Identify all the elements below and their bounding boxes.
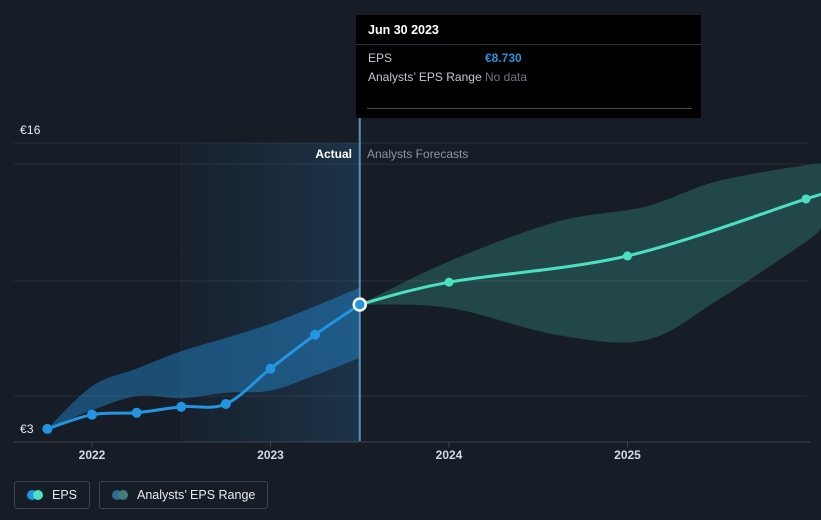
tooltip-date: Jun 30 2023	[356, 15, 701, 45]
actual-data-point	[87, 409, 97, 420]
actual-data-point	[42, 423, 53, 434]
actual-data-point	[265, 363, 276, 374]
tooltip-row-eps: EPS €8.730	[356, 49, 701, 68]
legend-label-eps: EPS	[52, 488, 78, 502]
legend-item-analysts-range[interactable]: Analysts’ EPS Range	[99, 481, 269, 509]
legend-label-analysts-range: Analysts’ EPS Range	[137, 488, 256, 502]
highlighted-data-point	[352, 297, 367, 312]
forecast-data-point	[444, 277, 454, 287]
y-axis-min-label: €3	[20, 422, 34, 436]
forecast-data-point	[623, 251, 632, 261]
tooltip-row-range: Analysts’ EPS Range No data	[356, 68, 701, 87]
section-label-actual: Actual	[315, 147, 352, 161]
actual-data-point	[310, 329, 321, 340]
analysts-range-series-icon	[112, 490, 129, 500]
actual-data-point	[176, 401, 187, 412]
tooltip-eps-value: €8.730	[485, 51, 522, 65]
analysts-range-band-actual	[47, 287, 360, 429]
legend-item-eps[interactable]: EPS	[14, 481, 91, 509]
tooltip-footer-divider	[367, 108, 692, 109]
tooltip-eps-label: EPS	[368, 51, 393, 65]
actual-data-point	[131, 407, 142, 418]
chart-tooltip: Jun 30 2023 EPS €8.730 Analysts’ EPS Ran…	[356, 15, 701, 118]
tooltip-range-value: No data	[485, 70, 528, 84]
y-axis-max-label: €16	[20, 123, 41, 137]
tooltip-range-label: Analysts’ EPS Range	[368, 70, 482, 84]
legend: EPS Analysts’ EPS Range	[14, 481, 269, 509]
forecast-data-point	[801, 194, 811, 204]
analysts-range-band-forecast	[359, 163, 821, 343]
eps-series-icon	[27, 490, 43, 500]
actual-data-point	[220, 398, 231, 409]
section-label-forecasts: Analysts Forecasts	[367, 147, 469, 161]
